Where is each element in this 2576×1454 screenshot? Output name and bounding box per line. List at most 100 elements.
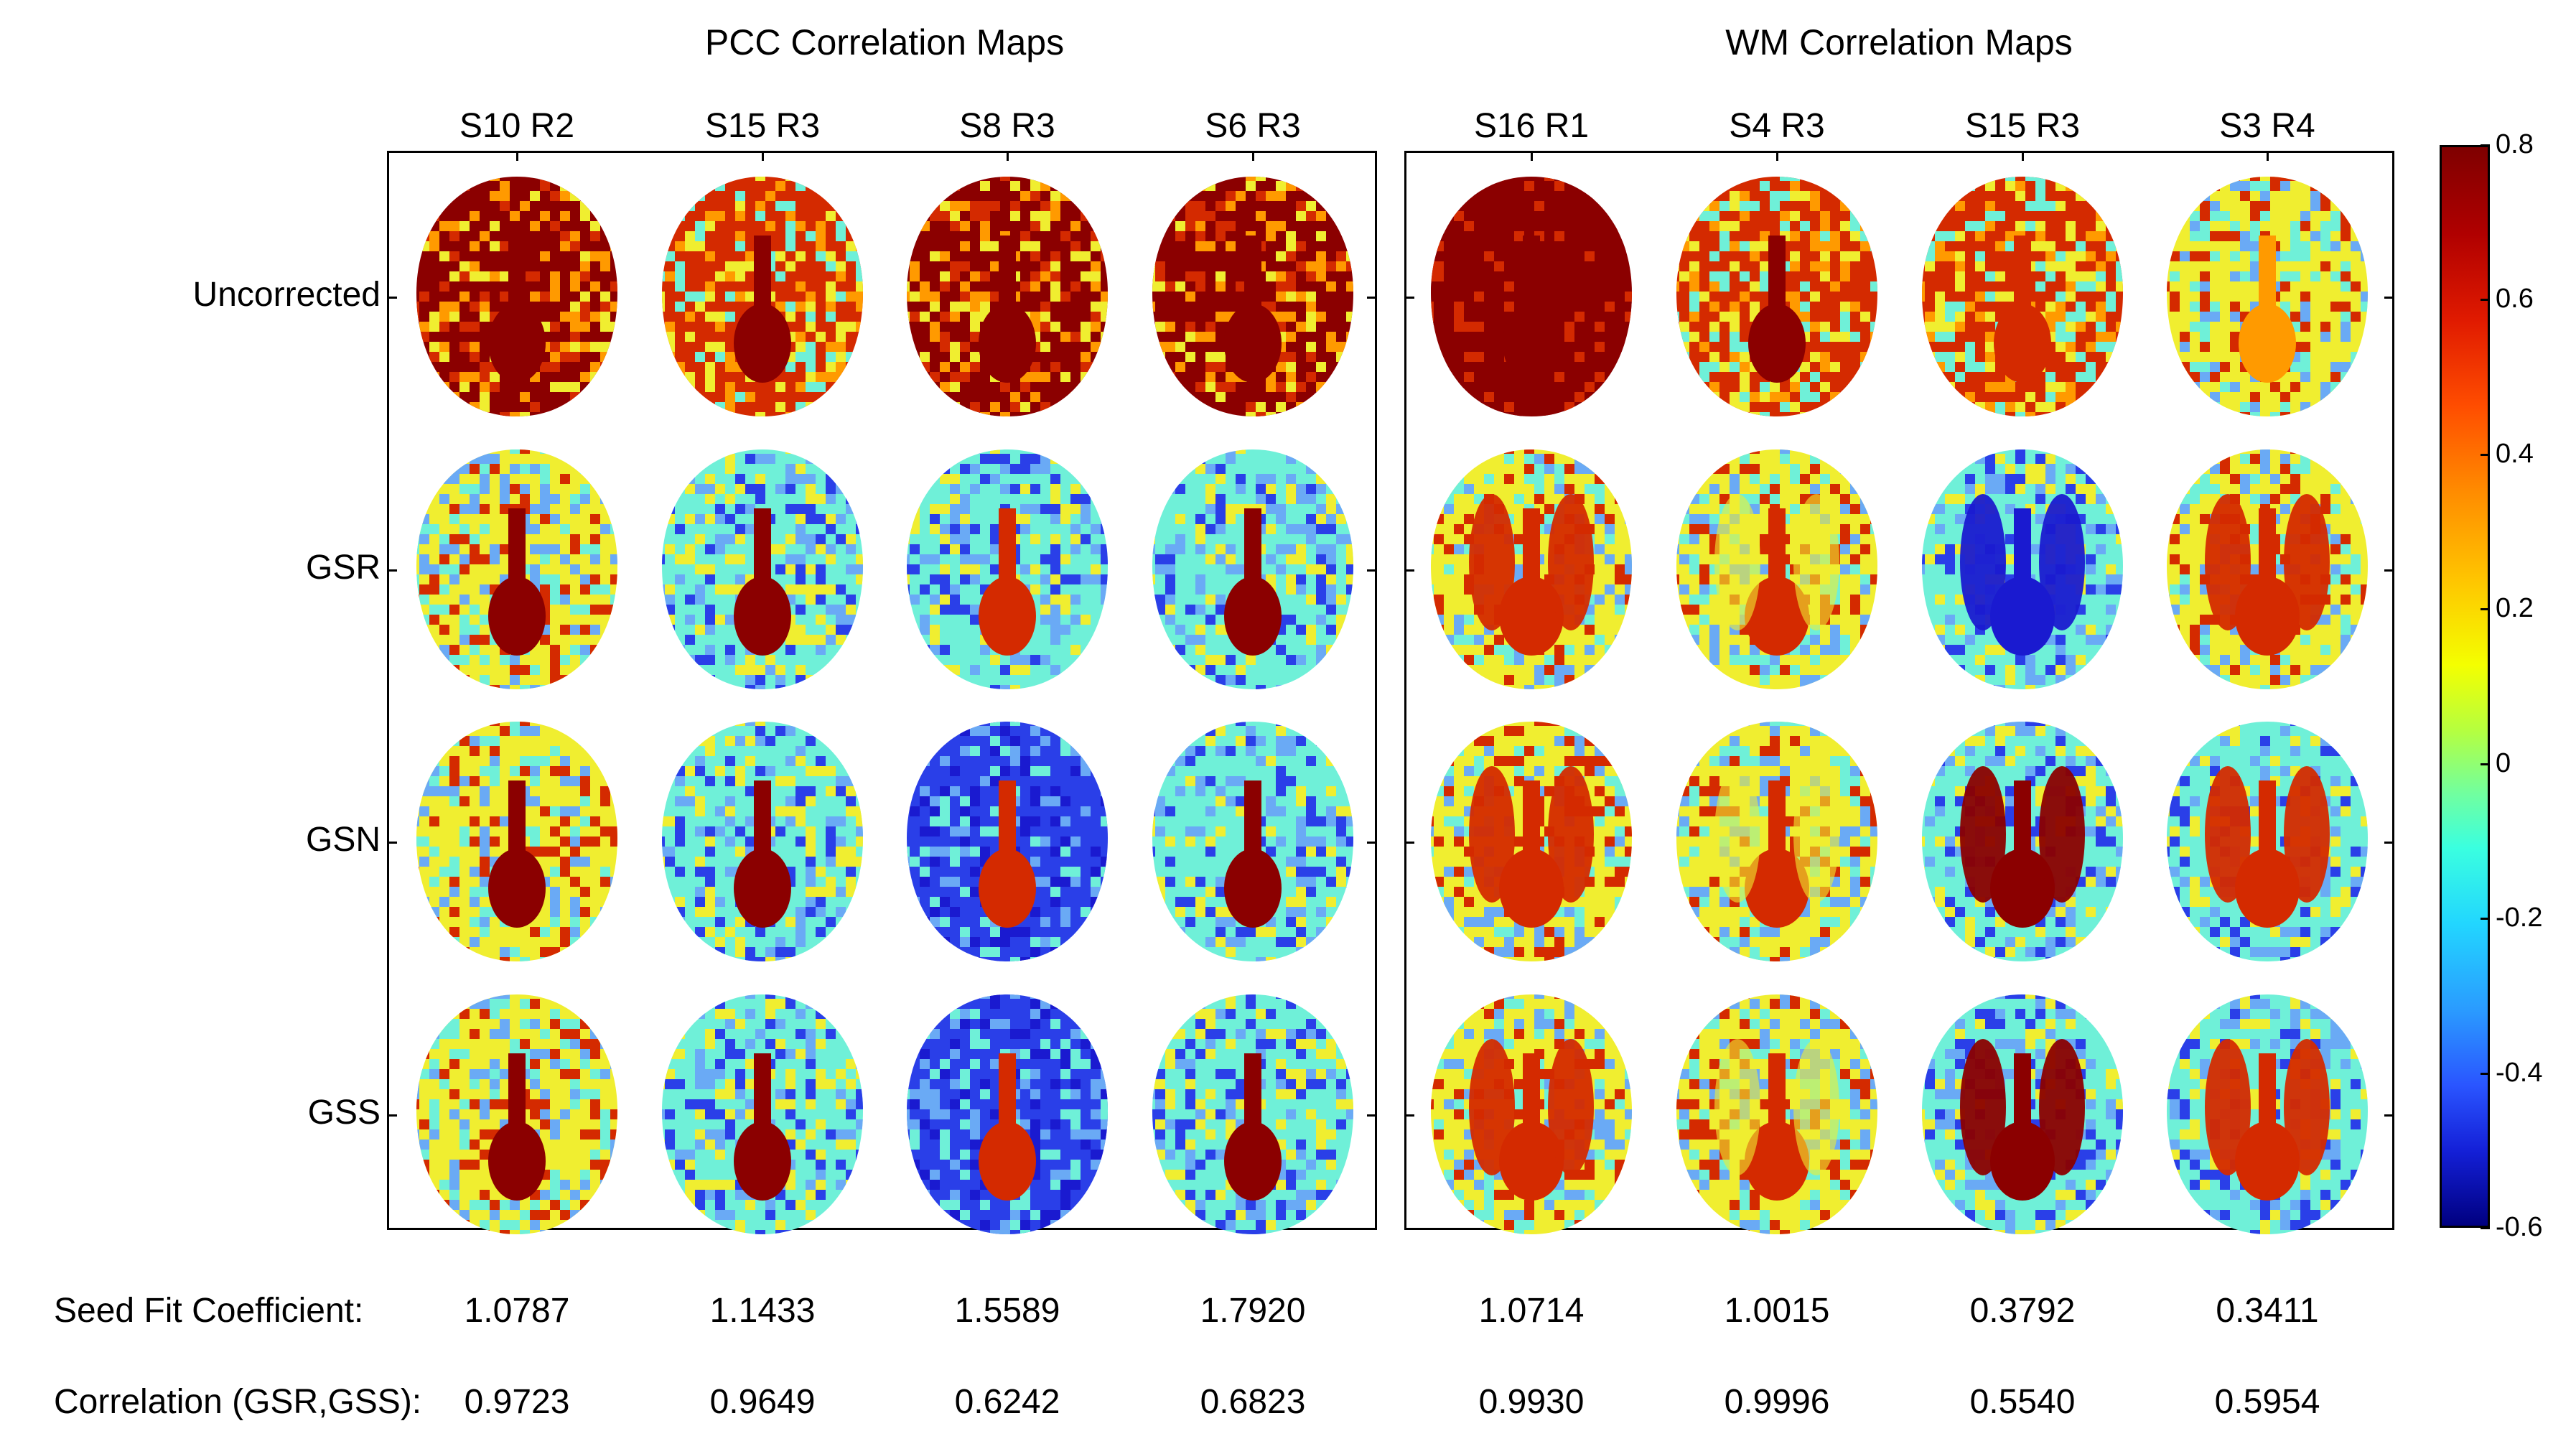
brain-correlation-map	[1431, 722, 1632, 961]
colorbar-tick	[2481, 918, 2490, 921]
colorbar-tick	[2481, 1072, 2490, 1075]
brain-correlation-map	[662, 449, 863, 689]
brain-correlation-map	[1152, 722, 1353, 961]
tick-mark	[1367, 569, 1377, 572]
row-label: GSN	[305, 821, 381, 859]
correlation-value: 0.9930	[1478, 1383, 1585, 1421]
colorbar-tick-label: 0.2	[2496, 593, 2534, 624]
brain-correlation-map	[662, 177, 863, 416]
tick-mark	[1007, 151, 1009, 161]
tick-mark	[2267, 151, 2269, 161]
colorbar-tick-label: -0.6	[2496, 1212, 2543, 1242]
brain-correlation-map	[416, 177, 617, 416]
correlation-value: 0.9996	[1724, 1383, 1830, 1421]
brain-correlation-map	[1152, 994, 1353, 1234]
brain-correlation-map	[1922, 449, 2123, 689]
pcc-panel-title: PCC Correlation Maps	[704, 22, 1065, 62]
seed-fit-value: 0.3792	[1969, 1292, 2076, 1330]
correlation-value: 0.6242	[954, 1383, 1060, 1421]
tick-mark	[1776, 151, 1778, 161]
row-label: GSS	[307, 1094, 381, 1132]
brain-correlation-map	[1676, 177, 1877, 416]
colorbar-tick-label: 0.6	[2496, 284, 2534, 314]
column-label: S3 R4	[2219, 107, 2315, 145]
tick-mark	[1531, 151, 1533, 161]
column-label: S15 R3	[1964, 107, 2081, 145]
brain-correlation-map	[907, 994, 1108, 1234]
tick-mark	[387, 1114, 397, 1117]
row-label: Uncorrected	[192, 276, 381, 314]
tick-mark	[2384, 842, 2394, 844]
tick-mark	[387, 569, 397, 572]
column-label: S16 R1	[1473, 107, 1590, 145]
brain-correlation-map	[662, 722, 863, 961]
colorbar-tick	[2481, 608, 2490, 611]
column-label: S15 R3	[704, 107, 821, 145]
tick-mark	[1367, 842, 1377, 844]
correlation-value: 0.9649	[709, 1383, 816, 1421]
seed-fit-value: 1.7920	[1200, 1292, 1306, 1330]
seed-fit-value: 1.0714	[1478, 1292, 1585, 1330]
brain-correlation-map	[1922, 177, 2123, 416]
brain-correlation-map	[416, 994, 617, 1234]
colorbar-tick	[2481, 1227, 2490, 1229]
brain-correlation-map	[907, 177, 1108, 416]
correlation-label: Correlation (GSR,GSS):	[54, 1383, 422, 1421]
seed-fit-value: 1.1433	[709, 1292, 816, 1330]
correlation-value: 0.5540	[1969, 1383, 2076, 1421]
colorbar-tick	[2481, 453, 2490, 456]
brain-correlation-map	[1152, 449, 1353, 689]
brain-correlation-map	[416, 449, 617, 689]
colorbar	[2440, 145, 2490, 1228]
seed-fit-value: 1.0787	[464, 1292, 570, 1330]
brain-correlation-map	[1676, 722, 1877, 961]
column-label: S4 R3	[1729, 107, 1825, 145]
column-label: S10 R2	[459, 107, 575, 145]
tick-mark	[2384, 569, 2394, 572]
column-label: S6 R3	[1205, 107, 1301, 145]
tick-mark	[1404, 842, 1414, 844]
colorbar-tick-label: 0	[2496, 747, 2511, 778]
tick-mark	[762, 151, 764, 161]
brain-correlation-map	[1676, 449, 1877, 689]
tick-mark	[387, 297, 397, 299]
brain-correlation-map	[1431, 994, 1632, 1234]
tick-mark	[2384, 1114, 2394, 1117]
tick-mark	[516, 151, 518, 161]
brain-correlation-map	[1922, 722, 2123, 961]
colorbar-tick-label: 0.4	[2496, 438, 2534, 469]
colorbar-tick-label: -0.2	[2496, 903, 2543, 933]
colorbar-tick	[2481, 144, 2490, 146]
brain-correlation-map	[907, 722, 1108, 961]
row-label: GSR	[305, 549, 381, 587]
colorbar-tick-label: -0.4	[2496, 1057, 2543, 1088]
brain-correlation-map	[416, 722, 617, 961]
brain-correlation-map	[2167, 449, 2368, 689]
wm-panel-title: WM Correlation Maps	[1725, 22, 2073, 62]
brain-correlation-map	[1431, 177, 1632, 416]
colorbar-tick	[2481, 299, 2490, 302]
correlation-value: 0.5954	[2214, 1383, 2320, 1421]
brain-correlation-map	[1431, 449, 1632, 689]
tick-mark	[1404, 569, 1414, 572]
seed-fit-value: 1.5589	[954, 1292, 1060, 1330]
brain-correlation-map	[2167, 177, 2368, 416]
tick-mark	[1404, 1114, 1414, 1117]
brain-correlation-map	[1676, 994, 1877, 1234]
colorbar-tick	[2481, 763, 2490, 765]
seed-fit-label: Seed Fit Coefficient:	[54, 1292, 364, 1330]
seed-fit-value: 1.0015	[1724, 1292, 1830, 1330]
tick-mark	[1367, 1114, 1377, 1117]
brain-correlation-map	[2167, 722, 2368, 961]
brain-correlation-map	[662, 994, 863, 1234]
column-label: S8 R3	[959, 107, 1055, 145]
correlation-value: 0.6823	[1200, 1383, 1306, 1421]
tick-mark	[1252, 151, 1254, 161]
tick-mark	[387, 842, 397, 844]
tick-mark	[2384, 297, 2394, 299]
brain-correlation-map	[907, 449, 1108, 689]
brain-correlation-map	[2167, 994, 2368, 1234]
tick-mark	[1367, 297, 1377, 299]
colorbar-tick-label: 0.8	[2496, 129, 2534, 159]
tick-mark	[1404, 297, 1414, 299]
